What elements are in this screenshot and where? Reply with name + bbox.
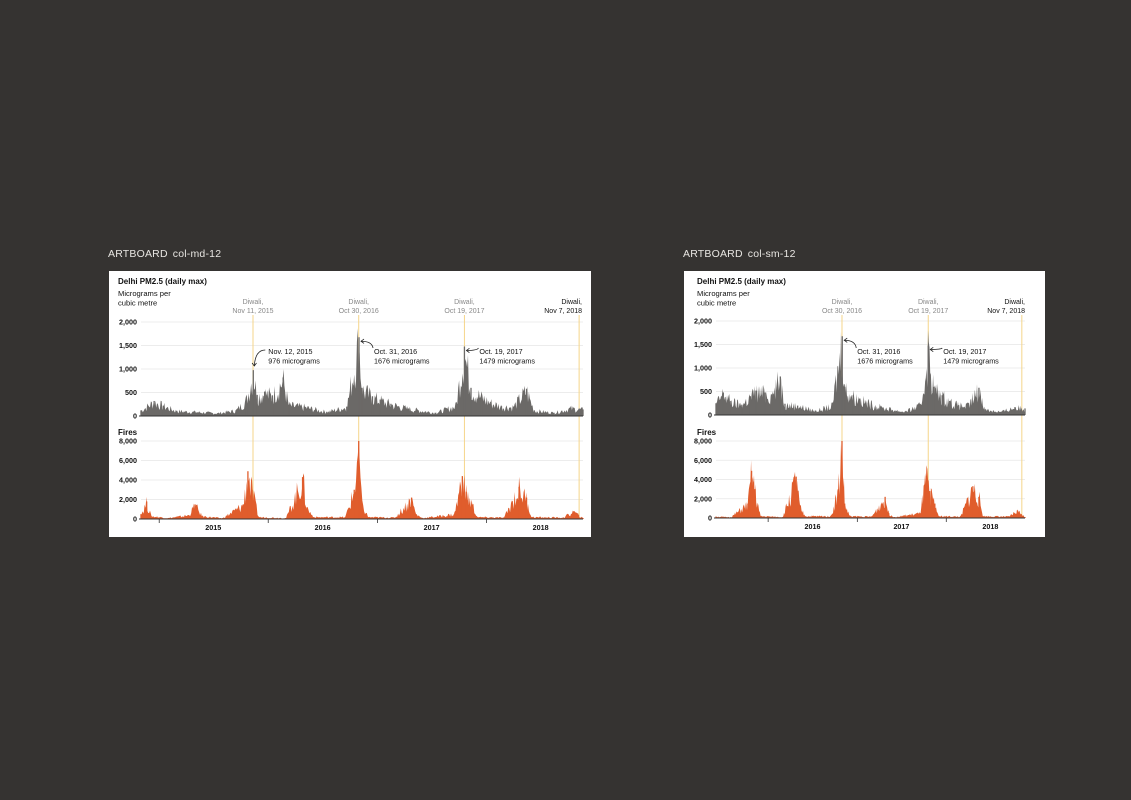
y-tick-label: 500 [700, 387, 712, 396]
artboard-label-sm: ARTBOARD col-sm-12 [683, 248, 796, 260]
chart-title: Delhi PM2.5 (daily max) [697, 277, 786, 286]
x-tick-label: 2018 [982, 522, 998, 531]
annotation-arrow [361, 340, 374, 349]
diwali-label: Diwali, [1004, 299, 1025, 306]
annotation-label: 1479 micrograms [943, 357, 999, 366]
diwali-label: Diwali, [918, 299, 939, 306]
annotation-label: 976 micrograms [268, 357, 320, 366]
x-tick-label: 2018 [533, 523, 549, 532]
chart-subtitle: Micrograms per [697, 289, 750, 298]
annotation-arrow [253, 349, 266, 367]
annotation-label: 1676 micrograms [374, 357, 430, 366]
chart-subtitle: cubic metre [118, 299, 157, 308]
diwali-label: Diwali, [348, 299, 369, 306]
fires-area [716, 443, 1025, 518]
diwali-label: Diwali, [832, 299, 853, 306]
artboard-label-md: ARTBOARD col-md-12 [108, 248, 221, 260]
diwali-label: Nov 7, 2018 [987, 308, 1025, 315]
chart-title: Delhi PM2.5 (daily max) [118, 277, 207, 286]
diwali-label: Oct 30, 2016 [822, 308, 862, 315]
x-tick-label: 2017 [893, 522, 909, 531]
chart-subtitle: cubic metre [697, 299, 736, 308]
pm25-area [716, 330, 1025, 415]
diwali-label: Oct 19, 2017 [908, 308, 948, 315]
y-tick-label: 6,000 [119, 456, 137, 465]
annotation-label: Oct. 31, 2016 [857, 347, 900, 356]
y-tick-label: 8,000 [119, 437, 137, 446]
y-tick-label: 8,000 [694, 437, 712, 446]
diwali-label: Diwali, [454, 299, 475, 306]
annotation-arrowhead [843, 337, 848, 343]
annotation-arrowhead [929, 346, 934, 353]
annotation-label: 1676 micrograms [857, 357, 913, 366]
artboard-label-key: ARTBOARD [683, 248, 743, 260]
artboard-label-name: col-sm-12 [747, 248, 796, 260]
y-tick-label: 1,000 [119, 365, 137, 374]
annotation-arrowhead [251, 362, 257, 367]
annotation-arrowhead [465, 347, 470, 354]
diwali-label: Nov 11, 2015 [232, 308, 273, 315]
y-tick-label: 1,000 [694, 364, 712, 373]
y-tick-label: 6,000 [694, 456, 712, 465]
y-tick-label: 0 [708, 514, 712, 523]
y-tick-label: 500 [125, 388, 137, 397]
y-tick-label: 1,500 [694, 340, 712, 349]
y-tick-label: 0 [133, 515, 137, 524]
y-tick-label: 4,000 [694, 475, 712, 484]
artboard-label-key: ARTBOARD [108, 248, 168, 260]
y-tick-label: 2,000 [694, 317, 712, 326]
diwali-label: Oct 19, 2017 [444, 308, 484, 315]
y-tick-label: 2,000 [119, 318, 137, 327]
annotation-arrowhead [360, 338, 365, 344]
annotation-label: Oct. 19, 2017 [479, 347, 522, 356]
artboard-md: 0 500 1,000 1,500 2,000 Delhi PM2.5 (daily ma… [109, 271, 591, 537]
annotation-arrow [466, 347, 479, 351]
chart-md: 0 500 1,000 1,500 2,000 Delhi PM2.5 (daily ma… [118, 277, 584, 532]
chart-subtitle: Micrograms per [118, 289, 171, 298]
x-tick-label: 2016 [315, 523, 331, 532]
y-tick-label: 0 [708, 411, 712, 420]
annotation-arrow [930, 347, 943, 350]
artboard-sm: 0 500 1,000 1,500 2,000 Delhi PM2.5 (daily ma… [684, 271, 1045, 537]
diwali-label: Nov 7, 2018 [544, 308, 582, 315]
annotation-label: 1479 micrograms [479, 357, 535, 366]
pm25-area [141, 328, 583, 416]
y-tick-label: 4,000 [119, 476, 137, 485]
diwali-label: Diwali, [243, 299, 264, 306]
y-tick-label: 0 [133, 412, 137, 421]
x-tick-label: 2017 [424, 523, 440, 532]
x-tick-label: 2016 [805, 522, 821, 531]
diwali-label: Diwali, [561, 299, 582, 306]
y-tick-label: 2,000 [694, 494, 712, 503]
artboard-label-name: col-md-12 [172, 248, 222, 260]
annotation-arrow [844, 339, 857, 349]
diwali-label: Oct 30, 2016 [339, 308, 379, 315]
y-tick-label: 1,500 [119, 341, 137, 350]
y-tick-label: 2,000 [119, 495, 137, 504]
annotation-label: Oct. 19, 2017 [943, 347, 986, 356]
panel-title: Fires [697, 428, 717, 437]
x-tick-label: 2015 [205, 523, 221, 532]
panel-title: Fires [118, 428, 138, 437]
annotation-label: Oct. 31, 2016 [374, 347, 417, 356]
annotation-label: Nov. 12, 2015 [268, 347, 312, 356]
chart-sm: 0 500 1,000 1,500 2,000 Delhi PM2.5 (daily ma… [694, 277, 1026, 531]
